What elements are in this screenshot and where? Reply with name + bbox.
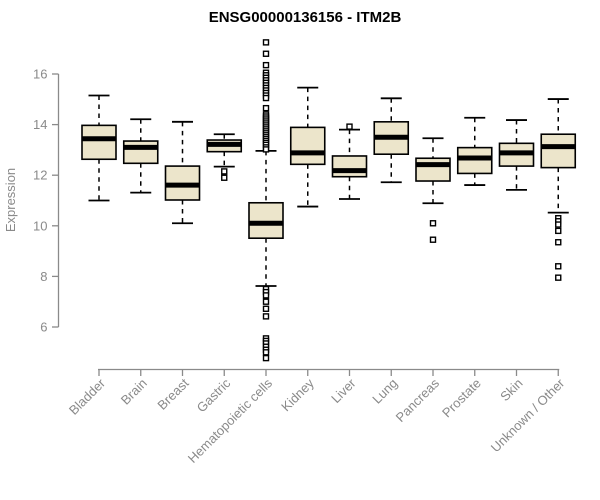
box-prostate	[456, 146, 493, 175]
x-category-label: Gastric	[194, 375, 234, 415]
outlier-point	[429, 236, 437, 243]
outlier-point	[262, 298, 270, 305]
x-category-label: Liver	[328, 375, 359, 406]
x-category-label: Breast	[154, 375, 191, 412]
y-tick-label: 16	[33, 67, 47, 82]
x-category-label: Bladder	[66, 375, 109, 418]
x-category-label: Skin	[497, 376, 525, 404]
outlier-point	[555, 274, 562, 281]
box-brain	[122, 140, 159, 165]
outlier-point	[555, 239, 562, 246]
outlier-point	[262, 50, 270, 57]
outlier-point	[262, 292, 270, 299]
outlier-point	[262, 349, 270, 356]
y-axis-label: Expression	[3, 168, 18, 232]
x-category-label: Brain	[118, 376, 150, 408]
y-tick-label: 12	[33, 168, 47, 183]
x-category-label: Kidney	[278, 375, 317, 414]
outlier-point	[262, 305, 270, 312]
y-tick-label: 14	[33, 117, 47, 132]
box-bladder	[81, 124, 117, 161]
x-category-label: Prostate	[439, 376, 484, 421]
y-tick-label: 10	[33, 218, 47, 233]
x-category-label: Pancreas	[393, 375, 443, 425]
outlier-point	[262, 39, 270, 46]
outlier-point	[262, 61, 270, 69]
box-liver	[331, 155, 368, 178]
y-tick-label: 6	[40, 320, 47, 335]
chart-title: ENSG00000136156 - ITM2B	[209, 9, 402, 26]
outlier-point	[555, 263, 562, 270]
outlier-point	[262, 94, 270, 102]
box-hematopoietic-cells	[248, 201, 284, 239]
outlier-point	[555, 221, 562, 228]
box-unknown-other	[540, 133, 577, 169]
y-tick-label: 8	[40, 269, 47, 284]
outlier-point	[221, 174, 228, 181]
box-kidney	[289, 126, 326, 166]
box-pancreas	[415, 157, 451, 182]
outlier-point	[555, 227, 562, 235]
outlier-point	[262, 146, 270, 153]
outlier-point	[262, 313, 270, 320]
outlier-point	[262, 104, 270, 112]
outlier-point	[429, 220, 437, 227]
outlier-point	[262, 354, 270, 362]
outlier-point	[221, 168, 228, 175]
outlier-point	[346, 123, 353, 130]
x-category-label: Lung	[369, 376, 400, 407]
x-category-label: Unknown / Other	[488, 375, 568, 455]
